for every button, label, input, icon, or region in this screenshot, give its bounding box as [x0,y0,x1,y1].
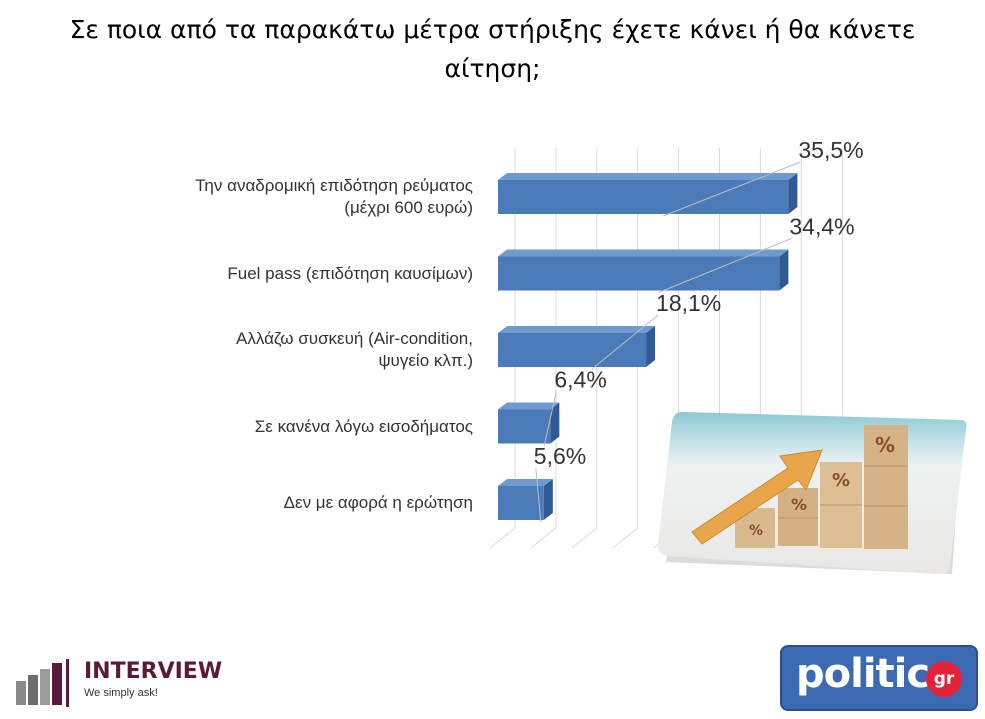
category-label-line: Την αναδρομική επιδότηση ρεύματος [195,176,473,195]
category-label: Την αναδρομική επιδότηση ρεύματος (μέχρι … [113,175,473,219]
bar [498,180,789,214]
bar [498,486,544,520]
bars [498,173,798,520]
bar-side [779,249,789,291]
bar-top [498,173,798,180]
category-label: Δεν με αφορά η ερώτηση [113,492,473,514]
leader-lines [535,161,801,523]
bar [498,256,780,291]
leader-line [658,238,792,293]
leader-line [543,391,557,446]
bar-side [543,479,553,520]
chart-title: Σε ποια από τα παρακάτω μέτρα στήριξης έ… [69,15,916,83]
svg-text:%: % [832,470,850,491]
bar-side [788,173,798,214]
category-label-line: (μέχρι 600 ευρώ) [344,198,473,217]
svg-text:%: % [875,433,895,457]
category-label-line: Δεν με αφορά η ερώτηση [283,493,473,512]
category-label-line: Σε κανένα λόγω εισοδήματος [254,416,473,436]
category-label: Fuel pass (επιδότηση καυσίμων) [113,263,473,285]
leader-line [535,467,542,523]
bar-top [498,402,560,410]
value-label: 5,6% [534,443,586,469]
bar [498,409,551,444]
politic-gr-badge: gr [926,661,962,697]
interview-name: INTERVIEW [84,659,223,684]
leader-line [591,314,659,370]
bar-side [550,402,560,444]
value-labels: 35,5% 34,4% 18,1% 6,4% 5,6% [534,137,864,469]
leader-line [663,161,801,217]
bar-side [646,326,656,367]
bar [498,333,647,367]
svg-text:%: % [791,495,807,514]
value-label: 18,1% [656,290,721,316]
category-label-line: Fuel pass (επιδότηση καυσίμων) [227,263,473,283]
value-label: 34,4% [789,214,854,240]
category-label-line: ψυγείο κλπ.) [378,351,473,370]
value-label: 6,4% [554,367,606,393]
bar-top [498,249,789,257]
interview-tagline: We simply ask! [84,687,158,699]
category-label: Αλλάζω συσκευή (Air-condition, ψυγείο κλπ… [113,328,473,372]
bar-top [498,326,656,333]
category-label-line: Αλλάζω συσκευή (Air-condition, [236,329,473,348]
percent-blocks-image: % % % % [657,411,967,575]
politic-logo: politic gr [780,645,978,711]
value-label: 35,5% [798,137,863,163]
interview-bars-icon [16,659,69,707]
category-label: Σε κανένα λόγω εισοδήματος [113,416,473,438]
bar-top [498,479,553,486]
svg-text:%: % [749,523,763,539]
interview-logo: INTERVIEW We simply ask! [14,655,244,710]
politic-name: politic [796,651,930,697]
